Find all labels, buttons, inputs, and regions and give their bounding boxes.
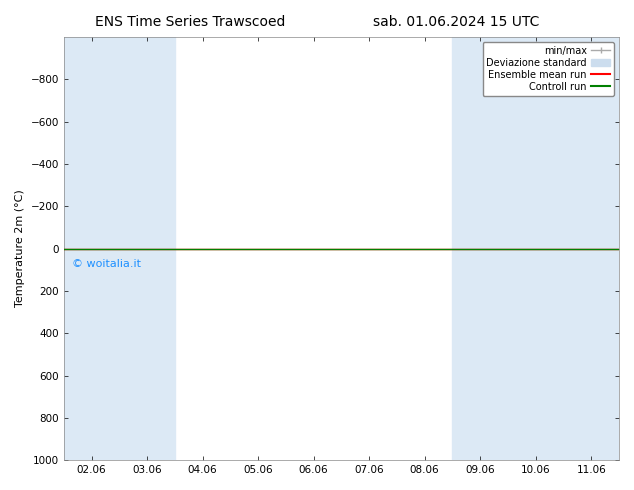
Bar bbox=[508, 37, 564, 460]
Text: © woitalia.it: © woitalia.it bbox=[72, 259, 141, 269]
Y-axis label: Temperature 2m (°C): Temperature 2m (°C) bbox=[15, 190, 25, 307]
Bar bbox=[64, 37, 119, 460]
Bar bbox=[564, 37, 619, 460]
Text: sab. 01.06.2024 15 UTC: sab. 01.06.2024 15 UTC bbox=[373, 15, 540, 29]
Bar bbox=[119, 37, 175, 460]
Bar bbox=[453, 37, 508, 460]
Legend: min/max, Deviazione standard, Ensemble mean run, Controll run: min/max, Deviazione standard, Ensemble m… bbox=[482, 42, 614, 96]
Text: ENS Time Series Trawscoed: ENS Time Series Trawscoed bbox=[95, 15, 285, 29]
